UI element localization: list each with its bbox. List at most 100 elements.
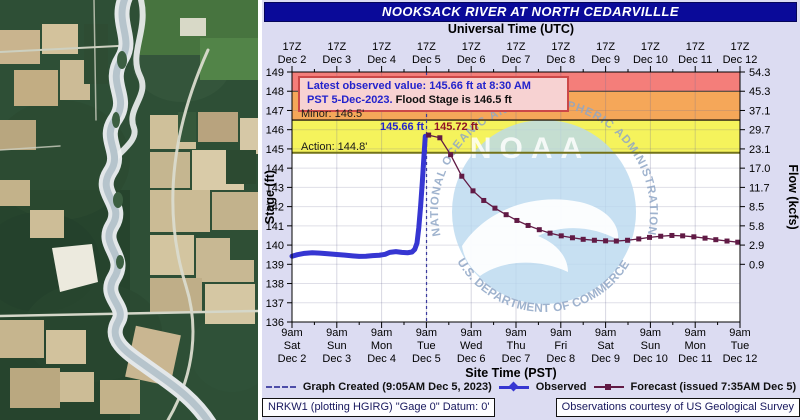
- svg-text:Dec 12: Dec 12: [723, 54, 758, 66]
- svg-text:9am: 9am: [640, 327, 661, 339]
- observed-series: [289, 133, 428, 259]
- svg-text:Dec 3: Dec 3: [322, 54, 351, 66]
- svg-text:0.9: 0.9: [749, 259, 764, 271]
- svg-text:9am: 9am: [460, 327, 481, 339]
- svg-text:17Z: 17Z: [507, 41, 526, 53]
- svg-text:Dec 4: Dec 4: [367, 54, 396, 66]
- svg-text:Dec 11: Dec 11: [678, 353, 712, 365]
- svg-text:Dec 2: Dec 2: [278, 54, 307, 66]
- svg-text:17Z: 17Z: [372, 41, 391, 53]
- svg-text:Dec 7: Dec 7: [502, 353, 531, 365]
- svg-text:9am: 9am: [550, 327, 571, 339]
- stage-axis-title: Stage (ft): [263, 170, 277, 224]
- forecast-line-sample: [593, 384, 624, 390]
- svg-text:Dec 5: Dec 5: [412, 54, 441, 66]
- svg-text:136: 136: [266, 317, 284, 329]
- bottom-axis-title: Site Time (PST): [465, 366, 557, 380]
- svg-text:137: 137: [266, 298, 284, 310]
- chart-legend: Graph Created (9:05AM Dec 5, 2023) Obser…: [262, 381, 800, 393]
- svg-text:Sun: Sun: [327, 340, 347, 352]
- svg-text:Sat: Sat: [597, 340, 614, 352]
- svg-text:23.1: 23.1: [749, 144, 770, 156]
- svg-text:17Z: 17Z: [327, 41, 346, 53]
- satellite-photo: [0, 0, 274, 420]
- svg-text:149: 149: [266, 67, 284, 79]
- flood-stage-text: Flood Stage is 146.5 ft: [392, 94, 512, 106]
- svg-text:17Z: 17Z: [641, 41, 660, 53]
- svg-text:Fri: Fri: [554, 340, 567, 352]
- panel-divider: [258, 0, 262, 420]
- svg-text:Tue: Tue: [417, 340, 436, 352]
- roads: [0, 0, 260, 420]
- flow-axis-title: Flow (kcfs): [786, 164, 800, 229]
- svg-text:Wed: Wed: [460, 340, 482, 352]
- svg-text:9am: 9am: [505, 327, 526, 339]
- svg-text:Dec 5: Dec 5: [412, 353, 441, 365]
- svg-text:141: 141: [266, 221, 284, 233]
- svg-text:140: 140: [266, 240, 284, 252]
- gage-datum-box: NRKW1 (plotting HGIRG) "Gage 0" Datum: 0…: [262, 398, 496, 417]
- svg-text:Dec 7: Dec 7: [502, 54, 531, 66]
- svg-text:Mon: Mon: [371, 340, 392, 352]
- observed-line-sample: [498, 381, 529, 392]
- svg-text:142: 142: [266, 202, 284, 214]
- farm-fields: [0, 24, 258, 414]
- svg-text:9am: 9am: [326, 327, 347, 339]
- svg-text:54.3: 54.3: [749, 67, 770, 79]
- svg-text:Dec 10: Dec 10: [633, 353, 668, 365]
- noaa-letters: NOAA: [470, 132, 590, 165]
- svg-text:Dec 3: Dec 3: [322, 353, 351, 365]
- svg-text:17Z: 17Z: [283, 41, 302, 53]
- svg-text:2.9: 2.9: [749, 240, 764, 252]
- svg-text:45.3: 45.3: [749, 86, 770, 98]
- svg-text:Dec 6: Dec 6: [457, 353, 486, 365]
- action-stage-label: Action: 144.8': [301, 141, 368, 153]
- svg-text:11.7: 11.7: [749, 182, 770, 194]
- svg-text:9am: 9am: [371, 327, 392, 339]
- svg-text:17Z: 17Z: [731, 41, 750, 53]
- hydrograph-chart: NATIONAL OCEANIC AND ATMOSPHERIC ADMINIS…: [263, 41, 800, 365]
- svg-text:Tue: Tue: [731, 340, 750, 352]
- svg-text:17Z: 17Z: [417, 41, 436, 53]
- forecast-markers: [426, 132, 741, 245]
- forecast-peak-annotation: 145.72 ft: [434, 121, 479, 133]
- svg-text:Thu: Thu: [507, 340, 526, 352]
- svg-text:138: 138: [266, 279, 284, 291]
- svg-text:9am: 9am: [684, 327, 705, 339]
- svg-text:37.1: 37.1: [749, 105, 770, 117]
- observed-label: Observed: [535, 381, 587, 393]
- chart-title: NOOKSACK RIVER AT NORTH CEDARVILLLE: [264, 2, 797, 22]
- svg-text:145: 145: [266, 144, 284, 156]
- observed-peak-annotation: 145.66 ft: [379, 121, 424, 133]
- svg-text:148: 148: [266, 86, 284, 98]
- svg-text:Sat: Sat: [284, 340, 301, 352]
- svg-text:9am: 9am: [416, 327, 437, 339]
- svg-text:8.5: 8.5: [749, 202, 764, 214]
- svg-text:29.7: 29.7: [749, 125, 770, 137]
- svg-text:Dec 12: Dec 12: [723, 353, 758, 365]
- svg-text:Dec 8: Dec 8: [546, 54, 575, 66]
- svg-text:Dec 9: Dec 9: [591, 353, 620, 365]
- latest-observed-line2: PST 5-Dec-2023.: [307, 94, 393, 106]
- svg-text:9am: 9am: [729, 327, 750, 339]
- svg-text:17.0: 17.0: [749, 163, 770, 175]
- svg-text:Dec 11: Dec 11: [678, 54, 712, 66]
- svg-text:17Z: 17Z: [596, 41, 615, 53]
- forecast-label: Forecast (issued 7:35AM Dec 5): [630, 381, 797, 393]
- hydrograph-panel: NOOKSACK RIVER AT NORTH CEDARVILLLE Univ…: [262, 0, 800, 420]
- minor-stage-label: Minor: 146.5': [301, 108, 365, 120]
- noaa-bird-icon: [462, 199, 619, 276]
- svg-text:17Z: 17Z: [462, 41, 481, 53]
- axis-labels: 136 137 138 139 140 141 142 143 144 145 146 147 148 1…: [263, 41, 800, 365]
- svg-text:143: 143: [266, 182, 284, 194]
- latest-observed-line1: Latest observed value: 145.66 ft at 8:30…: [307, 80, 531, 92]
- svg-text:Dec 9: Dec 9: [591, 54, 620, 66]
- svg-text:17Z: 17Z: [686, 41, 705, 53]
- svg-text:139: 139: [266, 259, 284, 271]
- graph-created-line-sample: [265, 386, 296, 388]
- svg-text:Mon: Mon: [684, 340, 705, 352]
- svg-text:9am: 9am: [595, 327, 616, 339]
- svg-text:Sun: Sun: [641, 340, 661, 352]
- latest-observed-box: Latest observed value: 145.66 ft at 8:30…: [298, 76, 569, 112]
